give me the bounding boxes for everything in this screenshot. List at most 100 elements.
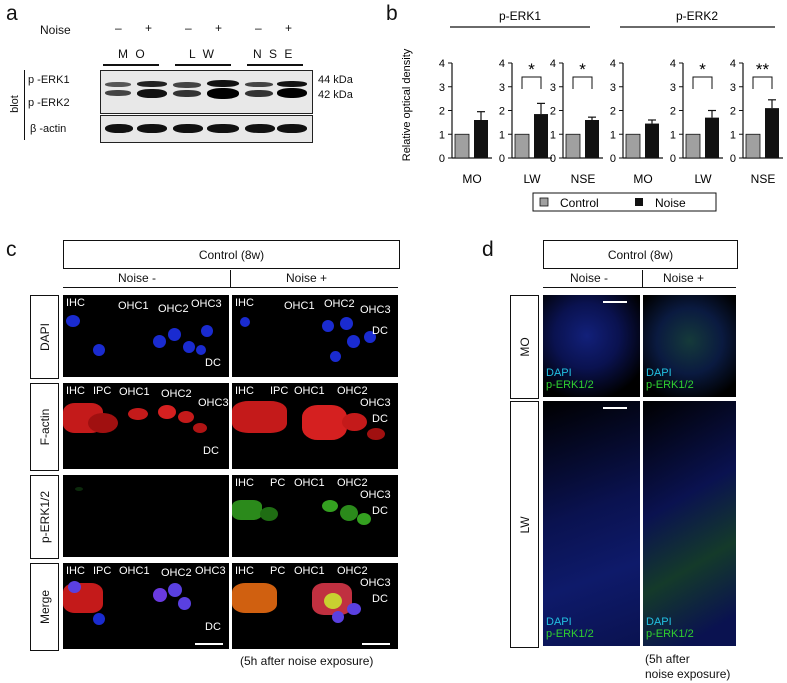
c-row-label: Merge <box>37 589 52 625</box>
perk2-label: p -ERK2 <box>28 97 70 109</box>
panel-d-label: d <box>482 238 494 261</box>
c-row-label-box: Merge <box>30 563 59 651</box>
noise-sign: + <box>215 21 223 35</box>
y-tick-label: 4 <box>499 58 505 70</box>
y-tick-label: 2 <box>499 106 505 118</box>
y-tick-label: 4 <box>550 58 556 70</box>
cell-label: DC <box>372 593 388 605</box>
c-header: Control (8w) <box>63 240 400 269</box>
c-col-label: Noise - <box>118 271 157 285</box>
noise-sign: + <box>285 21 293 35</box>
c-perk-noise-minus <box>63 475 229 557</box>
y-tick-label: 0 <box>439 153 445 165</box>
cell-label: OHC1 <box>118 300 149 312</box>
group-label: M O <box>118 47 147 61</box>
blot-side-label: blot <box>9 95 21 113</box>
legend-control: Control <box>560 196 599 210</box>
noise-label: Noise <box>40 23 71 37</box>
cell-label: PC <box>270 477 286 489</box>
group-underline <box>175 64 231 66</box>
scale-bar <box>195 643 223 645</box>
cell-label: IHC <box>66 565 85 577</box>
cell-label: DC <box>203 445 219 457</box>
cell-label: DC <box>372 413 388 425</box>
perk1-label: p -ERK1 <box>28 74 70 86</box>
group-label: L W <box>189 47 216 61</box>
cell-label: OHC2 <box>161 388 192 400</box>
c-footer: (5h after noise exposure) <box>240 654 374 668</box>
cell-label: OHC3 <box>198 397 229 409</box>
stain-label: DAPI <box>546 367 572 379</box>
y-tick-label: 1 <box>550 129 556 141</box>
c-row-label-box: DAPI <box>30 295 59 379</box>
category-label: MO <box>462 172 481 186</box>
y-tick-label: 2 <box>730 106 736 118</box>
y-tick-label: 0 <box>730 153 736 165</box>
cell-label: OHC2 <box>337 385 368 397</box>
y-tick-label: 0 <box>610 153 616 165</box>
y-tick-label: 1 <box>610 129 616 141</box>
y-tick-label: 1 <box>439 129 445 141</box>
d-footer-1: (5h after <box>645 652 690 666</box>
stain-label: p-ERK1/2 <box>546 379 594 391</box>
y-tick-label: 4 <box>670 58 676 70</box>
sig-bracket <box>692 76 713 89</box>
cell-label: OHC2 <box>158 303 189 315</box>
category-label: NSE <box>571 172 596 186</box>
y-tick-label: 2 <box>610 106 616 118</box>
cell-label: DC <box>205 357 221 369</box>
group-header: p-ERK2 <box>676 9 718 23</box>
c-row-label-box: F-actin <box>30 383 59 471</box>
sig-marker: ** <box>756 60 770 79</box>
cell-label: DC <box>205 621 221 633</box>
category-label: LW <box>694 172 712 186</box>
cell-label: IHC <box>66 385 85 397</box>
cell-label: OHC1 <box>119 565 150 577</box>
bar-control <box>454 133 470 159</box>
group-label: N S E <box>253 47 295 61</box>
category-label: NSE <box>751 172 776 186</box>
scale-bar <box>362 643 390 645</box>
cell-label: OHC1 <box>294 477 325 489</box>
cell-label: IHC <box>235 477 254 489</box>
d-header: Control (8w) <box>543 240 738 269</box>
c-divider <box>230 270 231 288</box>
cell-label: PC <box>270 565 286 577</box>
cell-label: OHC1 <box>294 385 325 397</box>
bracket-line <box>24 70 25 140</box>
bar-control <box>625 133 641 159</box>
bar-chart: Relative optical density p-ERK1 p-ERK2 0… <box>401 9 783 212</box>
group-underline <box>103 64 159 66</box>
cell-label: OHC3 <box>191 298 222 310</box>
y-tick-label: 4 <box>439 58 445 70</box>
sig-marker: * <box>528 60 535 79</box>
cell-label: OHC2 <box>161 567 192 579</box>
d-footer-2: noise exposure) <box>645 667 731 681</box>
category-label: LW <box>523 172 541 186</box>
y-tick-label: 1 <box>499 129 505 141</box>
stain-label: p-ERK1/2 <box>646 379 694 391</box>
legend-noise: Noise <box>655 196 686 210</box>
c-factin-noise-minus: IHC IPC OHC1 OHC2 OHC3 DC <box>63 383 229 469</box>
d-mo-noise-minus: DAPI p-ERK1/2 <box>543 295 640 397</box>
y-tick-label: 3 <box>439 82 445 94</box>
sig-bracket <box>752 76 773 89</box>
actin-label: β -actin <box>30 123 67 135</box>
noise-sign: – <box>255 21 262 35</box>
cell-label: OHC2 <box>324 298 355 310</box>
c-row-label: p-ERK1/2 <box>37 490 52 544</box>
bar-noise <box>534 114 548 158</box>
d-row-label-box: LW <box>510 401 539 648</box>
c-row-label: DAPI <box>37 322 52 352</box>
cell-label: OHC3 <box>360 577 391 589</box>
d-divider <box>642 270 643 288</box>
cell-label: IHC <box>66 297 85 309</box>
y-tick-label: 1 <box>730 129 736 141</box>
y-tick-label: 4 <box>610 58 616 70</box>
kda-42: 42 kDa <box>318 89 353 101</box>
d-lw-noise-plus: DAPI p-ERK1/2 <box>643 401 736 646</box>
bar-control <box>685 133 701 159</box>
cell-label: OHC2 <box>337 477 368 489</box>
c-row-label: F-actin <box>37 408 52 446</box>
cell-label: IPC <box>93 565 112 577</box>
